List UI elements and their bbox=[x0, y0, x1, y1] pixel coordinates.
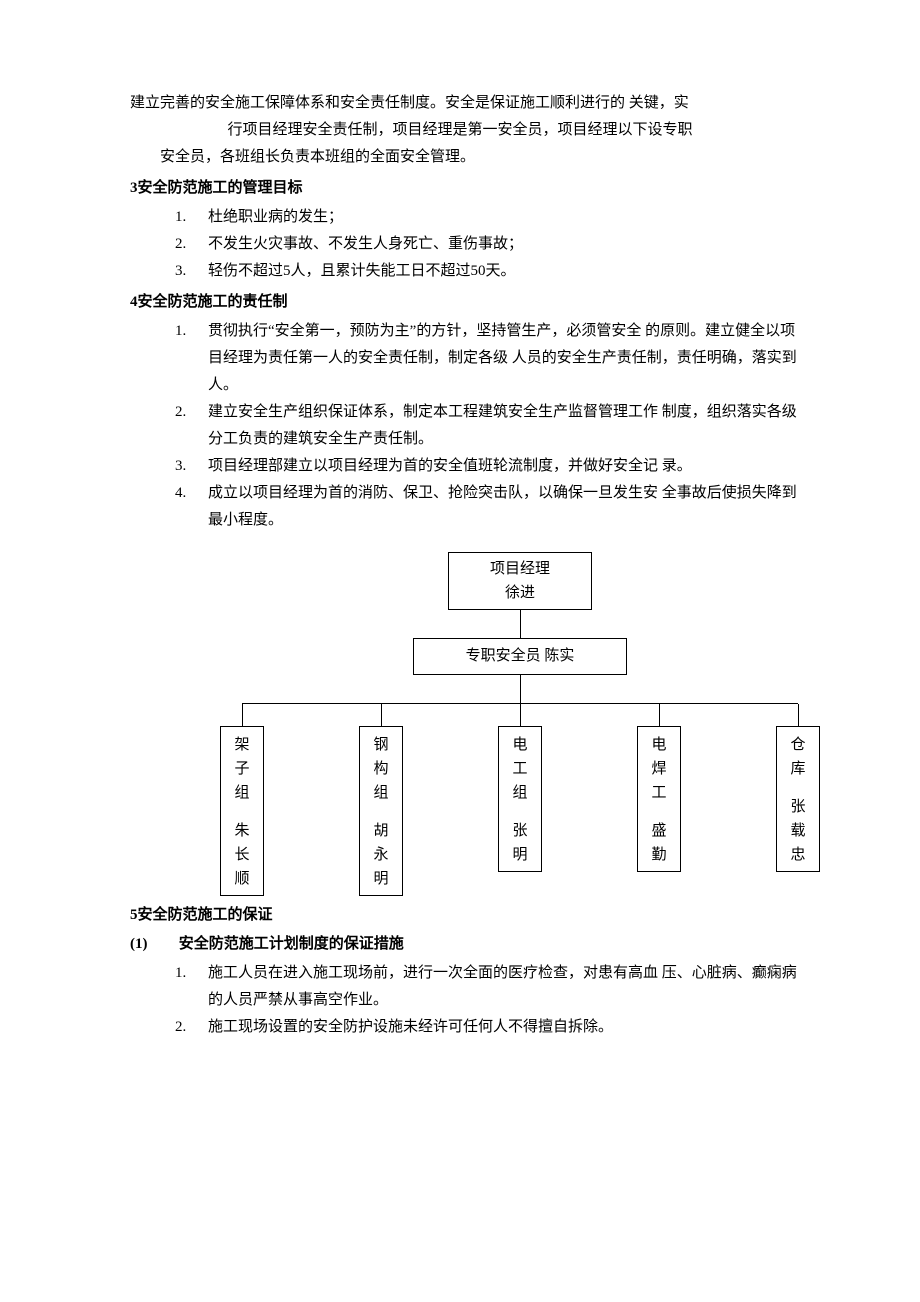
section-3-list: 杜绝职业病的发生； 不发生火灾事故、不发生人身死亡、重伤事故； 轻伤不超过5人，… bbox=[130, 204, 805, 285]
chart-branch: 电焊工 盛勤 bbox=[637, 704, 681, 896]
chart-leaf-node: 架子组 朱长顺 bbox=[220, 726, 264, 896]
chart-branch: 电工组 张明 bbox=[498, 704, 542, 896]
chart-connector bbox=[520, 675, 521, 703]
chart-leaf-role: 钢构组 bbox=[364, 733, 398, 805]
list-item: 施工现场设置的安全防护设施未经许可任何人不得擅自拆除。 bbox=[175, 1014, 805, 1041]
chart-top-name: 徐进 bbox=[455, 581, 585, 605]
chart-leaf-name: 张载忠 bbox=[781, 795, 815, 867]
chart-leaf-node: 仓库 张载忠 bbox=[776, 726, 820, 872]
chart-mid-node: 专职安全员 陈实 bbox=[413, 638, 627, 675]
chart-leaf-role: 电工组 bbox=[503, 733, 537, 805]
chart-branch: 架子组 朱长顺 bbox=[220, 704, 264, 896]
section-5-heading: 5安全防范施工的保证 bbox=[130, 902, 805, 929]
list-item: 项目经理部建立以项目经理为首的安全值班轮流制度，并做好安全记 录。 bbox=[175, 453, 805, 480]
chart-branch: 仓库 张载忠 bbox=[776, 704, 820, 896]
section-4-list: 贯彻执行“安全第一，预防为主”的方针，坚持管生产，必须管安全 的原则。建立健全以… bbox=[130, 318, 805, 534]
chart-leaf-role: 仓库 bbox=[781, 733, 815, 781]
section-3-heading: 3安全防范施工的管理目标 bbox=[130, 175, 805, 202]
chart-leaf-name: 盛勤 bbox=[642, 819, 676, 867]
list-item: 不发生火灾事故、不发生人身死亡、重伤事故； bbox=[175, 231, 805, 258]
list-item: 建立安全生产组织保证体系，制定本工程建筑安全生产监督管理工作 制度，组织落实各级… bbox=[175, 399, 805, 453]
chart-top-node: 项目经理 徐进 bbox=[448, 552, 592, 610]
sub-heading-paren: (1) bbox=[130, 931, 175, 958]
intro-line: 安全员，各班组长负责本班组的全面安全管理。 bbox=[130, 144, 805, 171]
chart-connector bbox=[520, 610, 521, 638]
chart-branch: 钢构组 胡永明 bbox=[359, 704, 403, 896]
list-item: 施工人员在进入施工现场前，进行一次全面的医疗检查，对患有高血 压、心脏病、癫痫病… bbox=[175, 960, 805, 1014]
list-item: 成立以项目经理为首的消防、保卫、抢险突击队，以确保一旦发生安 全事故后使损失降到… bbox=[175, 480, 805, 534]
section-4-heading: 4安全防范施工的责任制 bbox=[130, 289, 805, 316]
chart-connector bbox=[520, 704, 521, 726]
chart-leaf-role: 电焊工 bbox=[642, 733, 676, 805]
chart-leaf-name: 张明 bbox=[503, 819, 537, 867]
chart-leaf-node: 钢构组 胡永明 bbox=[359, 726, 403, 896]
list-item: 轻伤不超过5人，且累计失能工日不超过50天。 bbox=[175, 258, 805, 285]
list-item: 杜绝职业病的发生； bbox=[175, 204, 805, 231]
chart-connector bbox=[798, 704, 799, 726]
intro-line: 行项目经理安全责任制，项目经理是第一安全员，项目经理以下设专职 bbox=[130, 117, 805, 144]
chart-leaf-node: 电工组 张明 bbox=[498, 726, 542, 872]
chart-leaf-role: 架子组 bbox=[225, 733, 259, 805]
chart-leaf-name: 朱长顺 bbox=[225, 819, 259, 891]
chart-leaf-name: 胡永明 bbox=[364, 819, 398, 891]
section-5-sub-heading: (1) 安全防范施工计划制度的保证措施 bbox=[130, 931, 805, 958]
chart-mid-label: 专职安全员 陈实 bbox=[466, 648, 575, 664]
chart-leaf-node: 电焊工 盛勤 bbox=[637, 726, 681, 872]
org-chart: 项目经理 徐进 专职安全员 陈实 架子组 朱长顺 钢构组 胡永明 bbox=[220, 552, 820, 896]
section-5-list: 施工人员在进入施工现场前，进行一次全面的医疗检查，对患有高血 压、心脏病、癫痫病… bbox=[130, 960, 805, 1041]
chart-top-role: 项目经理 bbox=[455, 557, 585, 581]
sub-heading-label: 安全防范施工计划制度的保证措施 bbox=[179, 936, 404, 952]
chart-branches: 架子组 朱长顺 钢构组 胡永明 电工组 张明 电焊工 bbox=[220, 704, 820, 896]
chart-connector bbox=[381, 704, 382, 726]
intro-line: 建立完善的安全施工保障体系和安全责任制度。安全是保证施工顺利进行的 关键，实 bbox=[130, 90, 805, 117]
chart-connector bbox=[659, 704, 660, 726]
intro-paragraph: 建立完善的安全施工保障体系和安全责任制度。安全是保证施工顺利进行的 关键，实 行… bbox=[130, 90, 805, 171]
chart-connector bbox=[242, 704, 243, 726]
list-item: 贯彻执行“安全第一，预防为主”的方针，坚持管生产，必须管安全 的原则。建立健全以… bbox=[175, 318, 805, 399]
